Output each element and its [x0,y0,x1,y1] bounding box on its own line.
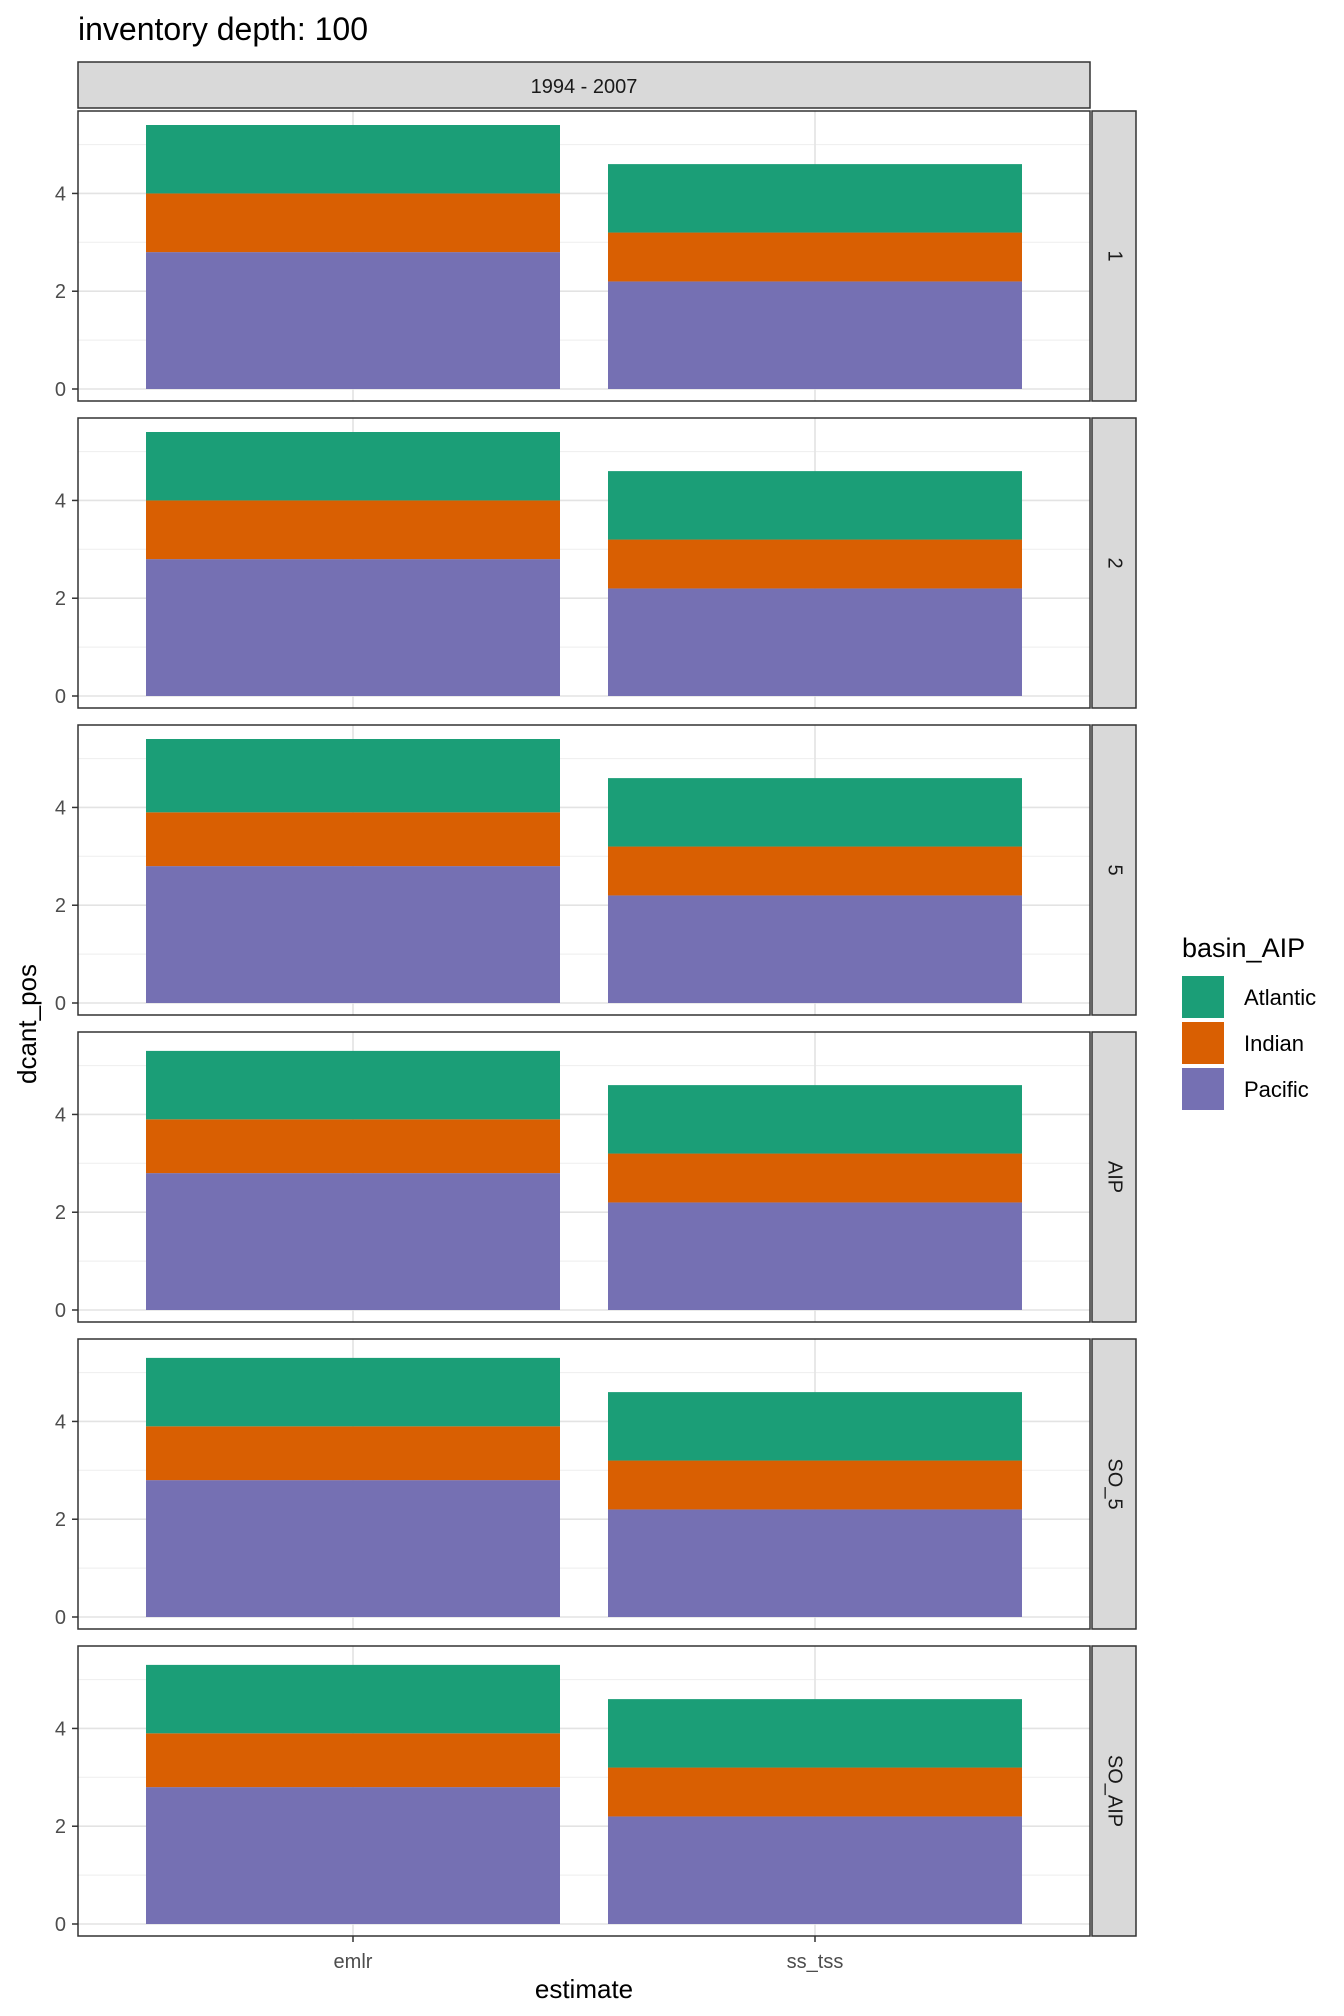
bar-ss_tss-pacific [608,1816,1022,1924]
bar-ss_tss-atlantic [608,471,1022,540]
bar-emlr-atlantic [146,125,560,194]
legend: basin_AIP Atlantic Indian Pacific [1182,933,1316,1110]
bar-emlr-indian [146,193,560,253]
legend-key-atlantic [1182,976,1224,1018]
y-tick-label: 2 [55,1509,66,1531]
y-tick-label: 2 [55,588,66,610]
row-facet-label: AIP [1104,1161,1126,1193]
column-facet-strip [77,61,1091,109]
bar-emlr-atlantic [146,1357,560,1427]
panel-border [77,724,1091,1016]
row-facet-strip [1091,110,1137,402]
row-facet-label: 1 [1104,250,1126,261]
legend-label-indian: Indian [1244,1031,1304,1056]
y-tick-label: 4 [55,1104,66,1126]
panel-border [77,417,1091,709]
bar-emlr-indian [146,500,560,560]
row-facet-label: SO_5 [1104,1458,1126,1509]
y-tick-label: 0 [55,379,66,401]
y-tick-label: 0 [55,993,66,1015]
bar-ss_tss-indian [608,846,1022,896]
column-facet-label: 1994 - 2007 [531,76,638,98]
bar-emlr-atlantic [146,739,560,813]
bar-emlr-pacific [146,1787,560,1924]
row-facet-strip [1091,1645,1137,1937]
x-tick-label: ss_tss [787,1951,844,1973]
bar-ss_tss-indian [608,1767,1022,1817]
bar-ss_tss-pacific [608,1202,1022,1310]
bar-emlr-indian [146,1733,560,1788]
bar-ss_tss-indian [608,539,1022,589]
row-facet-strip [1091,1031,1137,1323]
bar-emlr-pacific [146,866,560,1003]
bar-emlr-pacific [146,252,560,389]
y-tick-label: 4 [55,1411,66,1433]
bar-ss_tss-pacific [608,281,1022,389]
y-tick-label: 4 [55,183,66,205]
bar-ss_tss-atlantic [608,1699,1022,1768]
bar-ss_tss-pacific [608,895,1022,1003]
bar-ss_tss-atlantic [608,1085,1022,1154]
y-tick-label: 0 [55,1607,66,1629]
x-tick-label: emlr [334,1951,373,1973]
legend-key-pacific [1182,1068,1224,1110]
y-tick-label: 4 [55,797,66,819]
bar-ss_tss-atlantic [608,778,1022,847]
row-facet-strip [1091,724,1137,1016]
legend-label-pacific: Pacific [1244,1077,1309,1102]
y-axis-label: dcant_pos [12,964,42,1084]
bar-ss_tss-atlantic [608,1392,1022,1461]
bar-ss_tss-pacific [608,1509,1022,1617]
row-facet-label: 2 [1104,557,1126,568]
y-tick-label: 0 [55,1914,66,1936]
y-tick-label: 4 [55,1718,66,1740]
legend-title: basin_AIP [1182,933,1305,963]
bar-emlr-pacific [146,559,560,696]
y-tick-label: 2 [55,895,66,917]
y-tick-label: 4 [55,490,66,512]
y-tick-label: 2 [55,281,66,303]
chart-title: inventory depth: 100 [78,11,368,47]
bar-emlr-pacific [146,1480,560,1617]
bar-emlr-atlantic [146,432,560,501]
x-axis-label: estimate [535,1974,633,2004]
legend-label-atlantic: Atlantic [1244,985,1316,1010]
panel-border [77,1645,1091,1937]
bar-ss_tss-indian [608,1153,1022,1203]
bar-ss_tss-indian [608,232,1022,282]
bar-ss_tss-atlantic [608,164,1022,233]
panel-border [77,1338,1091,1630]
bar-emlr-atlantic [146,1050,560,1120]
panel-border [77,110,1091,402]
panel-border [77,1031,1091,1323]
bar-ss_tss-indian [608,1460,1022,1510]
bar-emlr-atlantic [146,1664,560,1734]
bar-emlr-indian [146,1119,560,1174]
y-tick-label: 2 [55,1202,66,1224]
plot-layer: 1994 - 2007 0 2 4 1 0 2 4 2 0 2 4 5 0 2 4 AIP 0 2 4 SO_5 0 2 4 S… [55,61,1137,1973]
legend-key-indian [1182,1022,1224,1064]
y-tick-label: 2 [55,1816,66,1838]
row-facet-strip [1091,1338,1137,1630]
bar-emlr-indian [146,1426,560,1481]
y-tick-label: 0 [55,686,66,708]
bar-emlr-pacific [146,1173,560,1310]
row-facet-strip [1091,417,1137,709]
bar-ss_tss-pacific [608,588,1022,696]
row-facet-label: 5 [1104,864,1126,875]
row-facet-label: SO_AIP [1104,1755,1126,1827]
y-tick-label: 0 [55,1300,66,1322]
bar-emlr-indian [146,812,560,867]
